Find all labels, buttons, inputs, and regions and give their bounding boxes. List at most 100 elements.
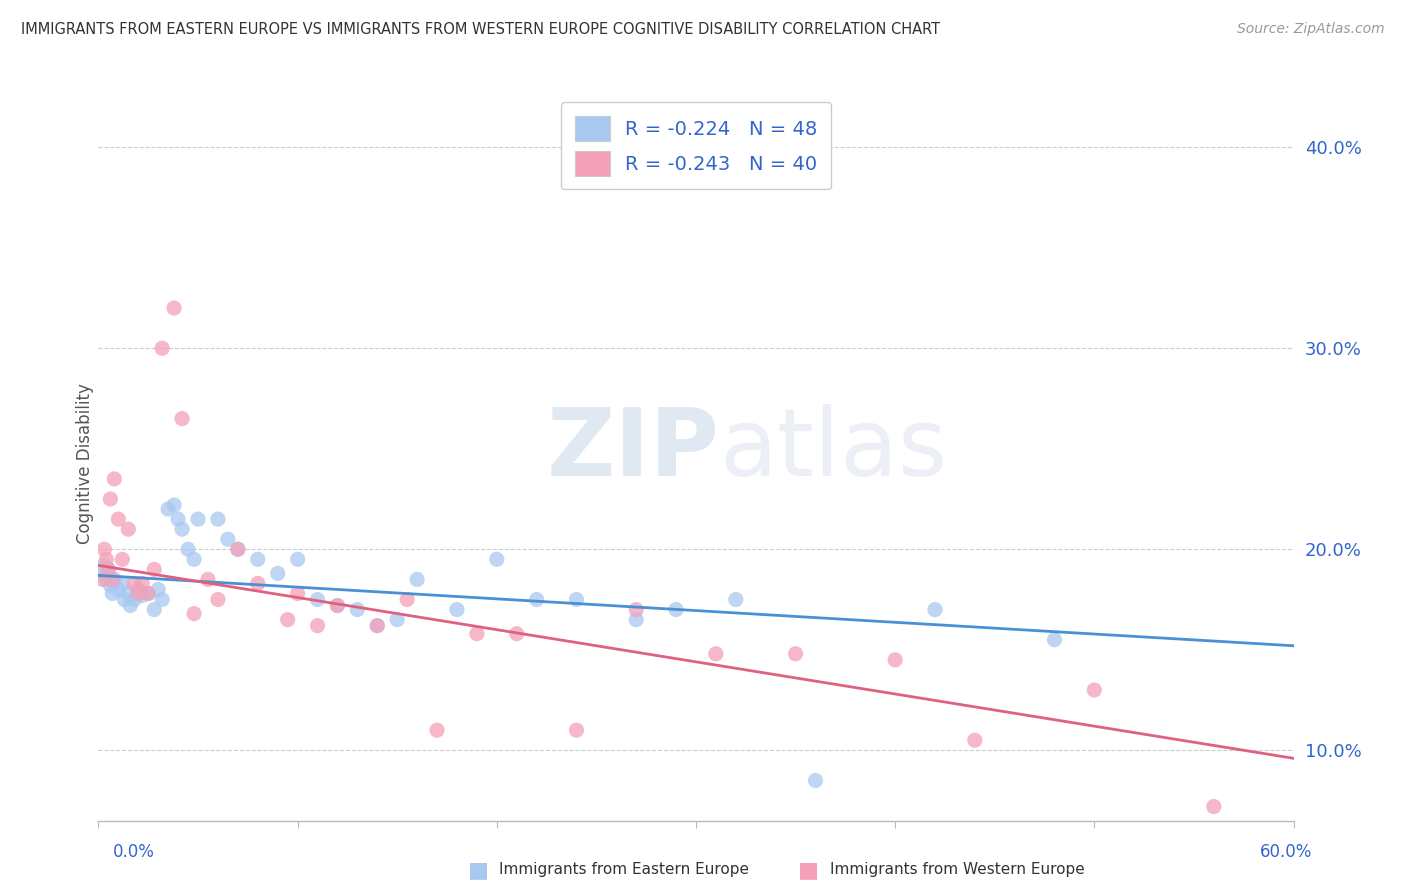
Point xyxy=(107,582,129,597)
Point xyxy=(117,522,139,536)
Point xyxy=(112,592,135,607)
Point xyxy=(183,552,205,566)
Point xyxy=(98,578,122,592)
Point xyxy=(326,599,349,613)
Text: Immigrants from Eastern Europe: Immigrants from Eastern Europe xyxy=(499,863,749,877)
Point xyxy=(103,472,125,486)
Point xyxy=(117,586,139,600)
Point xyxy=(127,586,149,600)
Point xyxy=(101,586,124,600)
Legend: R = -0.224   N = 48, R = -0.243   N = 40: R = -0.224 N = 48, R = -0.243 N = 40 xyxy=(561,103,831,189)
Point xyxy=(97,562,120,576)
Point xyxy=(157,502,180,516)
Point xyxy=(526,592,548,607)
Point xyxy=(804,773,827,788)
Point xyxy=(120,599,142,613)
Point xyxy=(724,592,747,607)
Point xyxy=(131,589,153,603)
Text: ZIP: ZIP xyxy=(547,403,720,496)
Point xyxy=(346,602,368,616)
Y-axis label: Cognitive Disability: Cognitive Disability xyxy=(76,384,94,544)
Point xyxy=(107,512,129,526)
Point xyxy=(207,512,229,526)
Point xyxy=(172,411,194,425)
Point xyxy=(267,566,290,581)
Text: Source: ZipAtlas.com: Source: ZipAtlas.com xyxy=(1237,22,1385,37)
Point xyxy=(172,522,194,536)
Point xyxy=(565,723,588,738)
Point xyxy=(626,602,648,616)
Point xyxy=(97,562,120,576)
Point xyxy=(111,552,134,566)
Point xyxy=(148,582,170,597)
Point xyxy=(287,552,309,566)
Point xyxy=(131,576,153,591)
Point xyxy=(136,586,159,600)
Point xyxy=(150,592,173,607)
Point xyxy=(226,542,249,557)
Point xyxy=(177,542,200,557)
Point xyxy=(163,301,186,315)
Point xyxy=(665,602,688,616)
Point xyxy=(183,607,205,621)
Point xyxy=(1083,683,1105,698)
Point xyxy=(626,613,648,627)
Point xyxy=(246,552,269,566)
Point xyxy=(143,562,166,576)
Point xyxy=(101,573,124,587)
Point xyxy=(98,491,122,506)
Point xyxy=(506,626,529,640)
Point xyxy=(93,558,115,573)
Point xyxy=(197,573,219,587)
Point xyxy=(127,582,149,597)
Point xyxy=(396,592,419,607)
Point xyxy=(150,341,173,355)
Point xyxy=(366,618,388,632)
Point xyxy=(924,602,946,616)
Point xyxy=(307,592,329,607)
Point xyxy=(163,498,186,512)
Point xyxy=(704,647,727,661)
Point xyxy=(366,618,388,632)
Point xyxy=(93,542,115,557)
Point xyxy=(246,576,269,591)
Text: IMMIGRANTS FROM EASTERN EUROPE VS IMMIGRANTS FROM WESTERN EUROPE COGNITIVE DISAB: IMMIGRANTS FROM EASTERN EUROPE VS IMMIGR… xyxy=(21,22,941,37)
Point xyxy=(226,542,249,557)
Point xyxy=(217,533,239,547)
Point xyxy=(111,576,134,591)
Point xyxy=(385,613,409,627)
Point xyxy=(1043,632,1066,647)
Point xyxy=(96,573,118,587)
Point xyxy=(446,602,468,616)
Point xyxy=(565,592,588,607)
Point xyxy=(307,618,329,632)
Point xyxy=(187,512,209,526)
Text: 0.0%: 0.0% xyxy=(112,843,155,861)
Point xyxy=(406,573,429,587)
Point xyxy=(124,576,146,591)
Point xyxy=(103,573,125,587)
Point xyxy=(91,566,114,581)
Text: ■: ■ xyxy=(799,860,818,880)
Point xyxy=(963,733,986,747)
Text: 60.0%: 60.0% xyxy=(1260,843,1313,861)
Point xyxy=(207,592,229,607)
Point xyxy=(96,552,118,566)
Point xyxy=(884,653,907,667)
Point xyxy=(287,586,309,600)
Point xyxy=(426,723,449,738)
Point xyxy=(136,586,159,600)
Text: Immigrants from Western Europe: Immigrants from Western Europe xyxy=(830,863,1084,877)
Point xyxy=(277,613,299,627)
Point xyxy=(143,602,166,616)
Point xyxy=(326,599,349,613)
Text: ■: ■ xyxy=(468,860,488,880)
Point xyxy=(1202,799,1225,814)
Point xyxy=(465,626,488,640)
Point xyxy=(124,592,146,607)
Point xyxy=(485,552,508,566)
Point xyxy=(91,573,114,587)
Point xyxy=(785,647,807,661)
Point xyxy=(167,512,190,526)
Text: atlas: atlas xyxy=(720,403,948,496)
